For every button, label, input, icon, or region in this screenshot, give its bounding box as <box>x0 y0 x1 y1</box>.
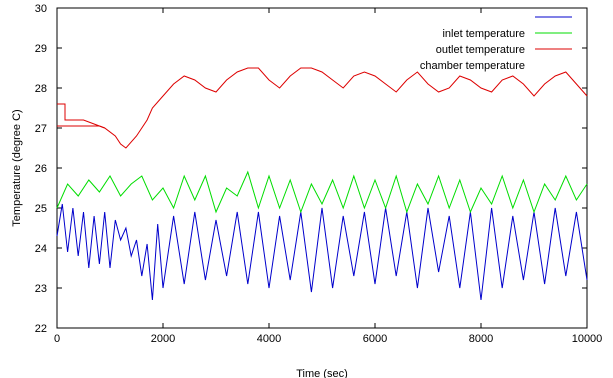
x-tick-label-2: 4000 <box>257 333 281 345</box>
x-axis-label: Time (sec) <box>296 368 348 378</box>
x-tick-label-0: 0 <box>54 333 60 345</box>
series-line-red-lower <box>57 125 105 129</box>
legend-label-3: chamber temperature <box>420 60 525 72</box>
legend-label-2: outlet temperature <box>436 44 525 56</box>
y-tick-label-6: 28 <box>35 83 47 95</box>
y-tick-label-0: 22 <box>35 323 47 335</box>
series-line-red <box>57 67 588 149</box>
series-line-blue <box>56 203 588 301</box>
series-line-green <box>56 170 588 214</box>
y-tick-label-2: 24 <box>35 243 47 255</box>
x-tick-label-3: 6000 <box>363 333 387 345</box>
y-tick-label-7: 29 <box>35 43 47 55</box>
plot-frame <box>56 7 588 329</box>
ticks: 0 2000 4000 6000 8000 10000 22 23 24 25 26 27 28 29 30 <box>35 3 603 345</box>
y-tick-label-1: 23 <box>35 283 47 295</box>
legend: inlet temperature outlet temperature chamb… <box>420 16 572 72</box>
y-tick-label-8: 30 <box>35 3 47 15</box>
x-tick-label-5: 10000 <box>572 333 603 345</box>
x-tick-label-4: 8000 <box>469 333 493 345</box>
y-axis-label: Temperature (degree C) <box>11 109 23 226</box>
series-group <box>56 67 588 301</box>
y-tick-label-5: 27 <box>35 123 47 135</box>
x-tick-label-1: 2000 <box>151 333 175 345</box>
y-tick-label-3: 25 <box>35 203 47 215</box>
y-tick-label-4: 26 <box>35 163 47 175</box>
legend-label-1: inlet temperature <box>442 28 525 40</box>
